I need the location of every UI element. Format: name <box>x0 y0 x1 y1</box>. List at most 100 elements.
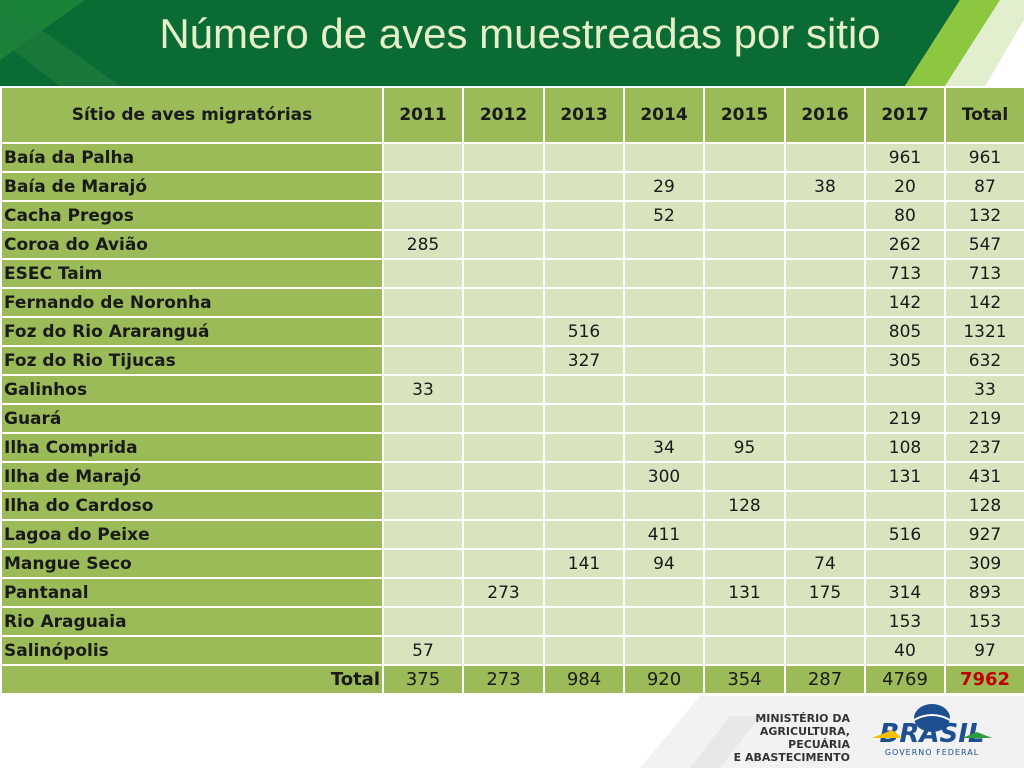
value-cell <box>623 577 705 608</box>
value-cell <box>703 548 786 579</box>
ministry-line: AGRICULTURA, PECUÁRIA <box>759 725 850 751</box>
value-cell <box>784 432 866 463</box>
value-cell: 219 <box>864 403 946 434</box>
value-cell: 547 <box>944 229 1024 260</box>
value-cell <box>462 316 545 347</box>
column-header: 2016 <box>784 86 866 144</box>
value-cell: 128 <box>703 490 786 521</box>
value-cell <box>543 432 625 463</box>
value-cell: 29 <box>623 171 705 202</box>
value-cell <box>543 490 625 521</box>
site-name-cell: Ilha Comprida <box>0 432 384 463</box>
value-cell <box>462 171 545 202</box>
table-row: Ilha Comprida 34 95 108 237 <box>0 432 1024 463</box>
table-row: Salinópolis 57 40 97 <box>0 635 1024 666</box>
value-cell <box>623 258 705 289</box>
value-cell: 132 <box>944 200 1024 231</box>
value-cell: 142 <box>864 287 946 318</box>
value-cell: 516 <box>543 316 625 347</box>
total-value-cell: 287 <box>784 664 866 695</box>
value-cell <box>864 490 946 521</box>
value-cell <box>462 490 545 521</box>
table-row: Galinhos 33 33 <box>0 374 1024 405</box>
value-cell <box>543 606 625 637</box>
site-name-cell: Baía da Palha <box>0 142 384 173</box>
value-cell <box>703 606 786 637</box>
value-cell <box>543 519 625 550</box>
value-cell: 961 <box>944 142 1024 173</box>
value-cell <box>543 200 625 231</box>
value-cell: 57 <box>382 635 464 666</box>
value-cell: 516 <box>864 519 946 550</box>
value-cell <box>382 345 464 376</box>
total-label: Total <box>0 664 384 695</box>
value-cell: 128 <box>944 490 1024 521</box>
total-value-cell: 354 <box>703 664 786 695</box>
value-cell <box>382 490 464 521</box>
site-name-cell: Ilha do Cardoso <box>0 490 384 521</box>
site-name-cell: Baía de Marajó <box>0 171 384 202</box>
value-cell <box>462 635 545 666</box>
column-header: 2013 <box>543 86 625 144</box>
column-header-site: Sítio de aves migratórias <box>0 86 384 144</box>
column-header: 2011 <box>382 86 464 144</box>
value-cell: 52 <box>623 200 705 231</box>
value-cell: 40 <box>864 635 946 666</box>
value-cell: 300 <box>623 461 705 492</box>
value-cell <box>623 316 705 347</box>
governo-federal-text: GOVERNO FEDERAL <box>885 748 979 757</box>
value-cell: 262 <box>864 229 946 260</box>
total-row: Total 375 273 984 920 354 287 4769 7962 <box>0 664 1024 695</box>
value-cell <box>543 258 625 289</box>
value-cell <box>623 142 705 173</box>
value-cell: 219 <box>944 403 1024 434</box>
value-cell: 175 <box>784 577 866 608</box>
value-cell <box>623 635 705 666</box>
value-cell <box>543 171 625 202</box>
page-title: Número de aves muestreadas por sitio <box>159 10 881 57</box>
value-cell: 237 <box>944 432 1024 463</box>
value-cell: 1321 <box>944 316 1024 347</box>
table-row: Ilha do Cardoso 128 128 <box>0 490 1024 521</box>
value-cell <box>462 519 545 550</box>
value-cell <box>543 403 625 434</box>
value-cell <box>623 374 705 405</box>
value-cell <box>703 461 786 492</box>
value-cell: 33 <box>382 374 464 405</box>
value-cell: 33 <box>944 374 1024 405</box>
value-cell <box>462 287 545 318</box>
value-cell: 20 <box>864 171 946 202</box>
site-name-cell: Salinópolis <box>0 635 384 666</box>
value-cell <box>784 519 866 550</box>
table-row: Foz do Rio Araranguá 516 805 1321 <box>0 316 1024 347</box>
table-row: Cacha Pregos 52 80 132 <box>0 200 1024 231</box>
site-name-cell: Pantanal <box>0 577 384 608</box>
column-header: 2015 <box>703 86 786 144</box>
value-cell: 893 <box>944 577 1024 608</box>
value-cell: 142 <box>944 287 1024 318</box>
value-cell <box>382 142 464 173</box>
value-cell <box>382 432 464 463</box>
column-header: 2012 <box>462 86 545 144</box>
site-name-cell: Fernando de Noronha <box>0 287 384 318</box>
value-cell: 713 <box>944 258 1024 289</box>
value-cell <box>864 374 946 405</box>
value-cell: 805 <box>864 316 946 347</box>
value-cell <box>784 403 866 434</box>
value-cell <box>382 287 464 318</box>
value-cell <box>462 200 545 231</box>
value-cell: 411 <box>623 519 705 550</box>
value-cell <box>543 142 625 173</box>
value-cell: 961 <box>864 142 946 173</box>
value-cell: 632 <box>944 345 1024 376</box>
total-value-cell: 4769 <box>864 664 946 695</box>
value-cell <box>623 287 705 318</box>
value-cell <box>382 316 464 347</box>
value-cell: 87 <box>944 171 1024 202</box>
value-cell <box>462 606 545 637</box>
value-cell <box>462 432 545 463</box>
value-cell: 927 <box>944 519 1024 550</box>
value-cell <box>703 287 786 318</box>
value-cell: 141 <box>543 548 625 579</box>
value-cell: 327 <box>543 345 625 376</box>
